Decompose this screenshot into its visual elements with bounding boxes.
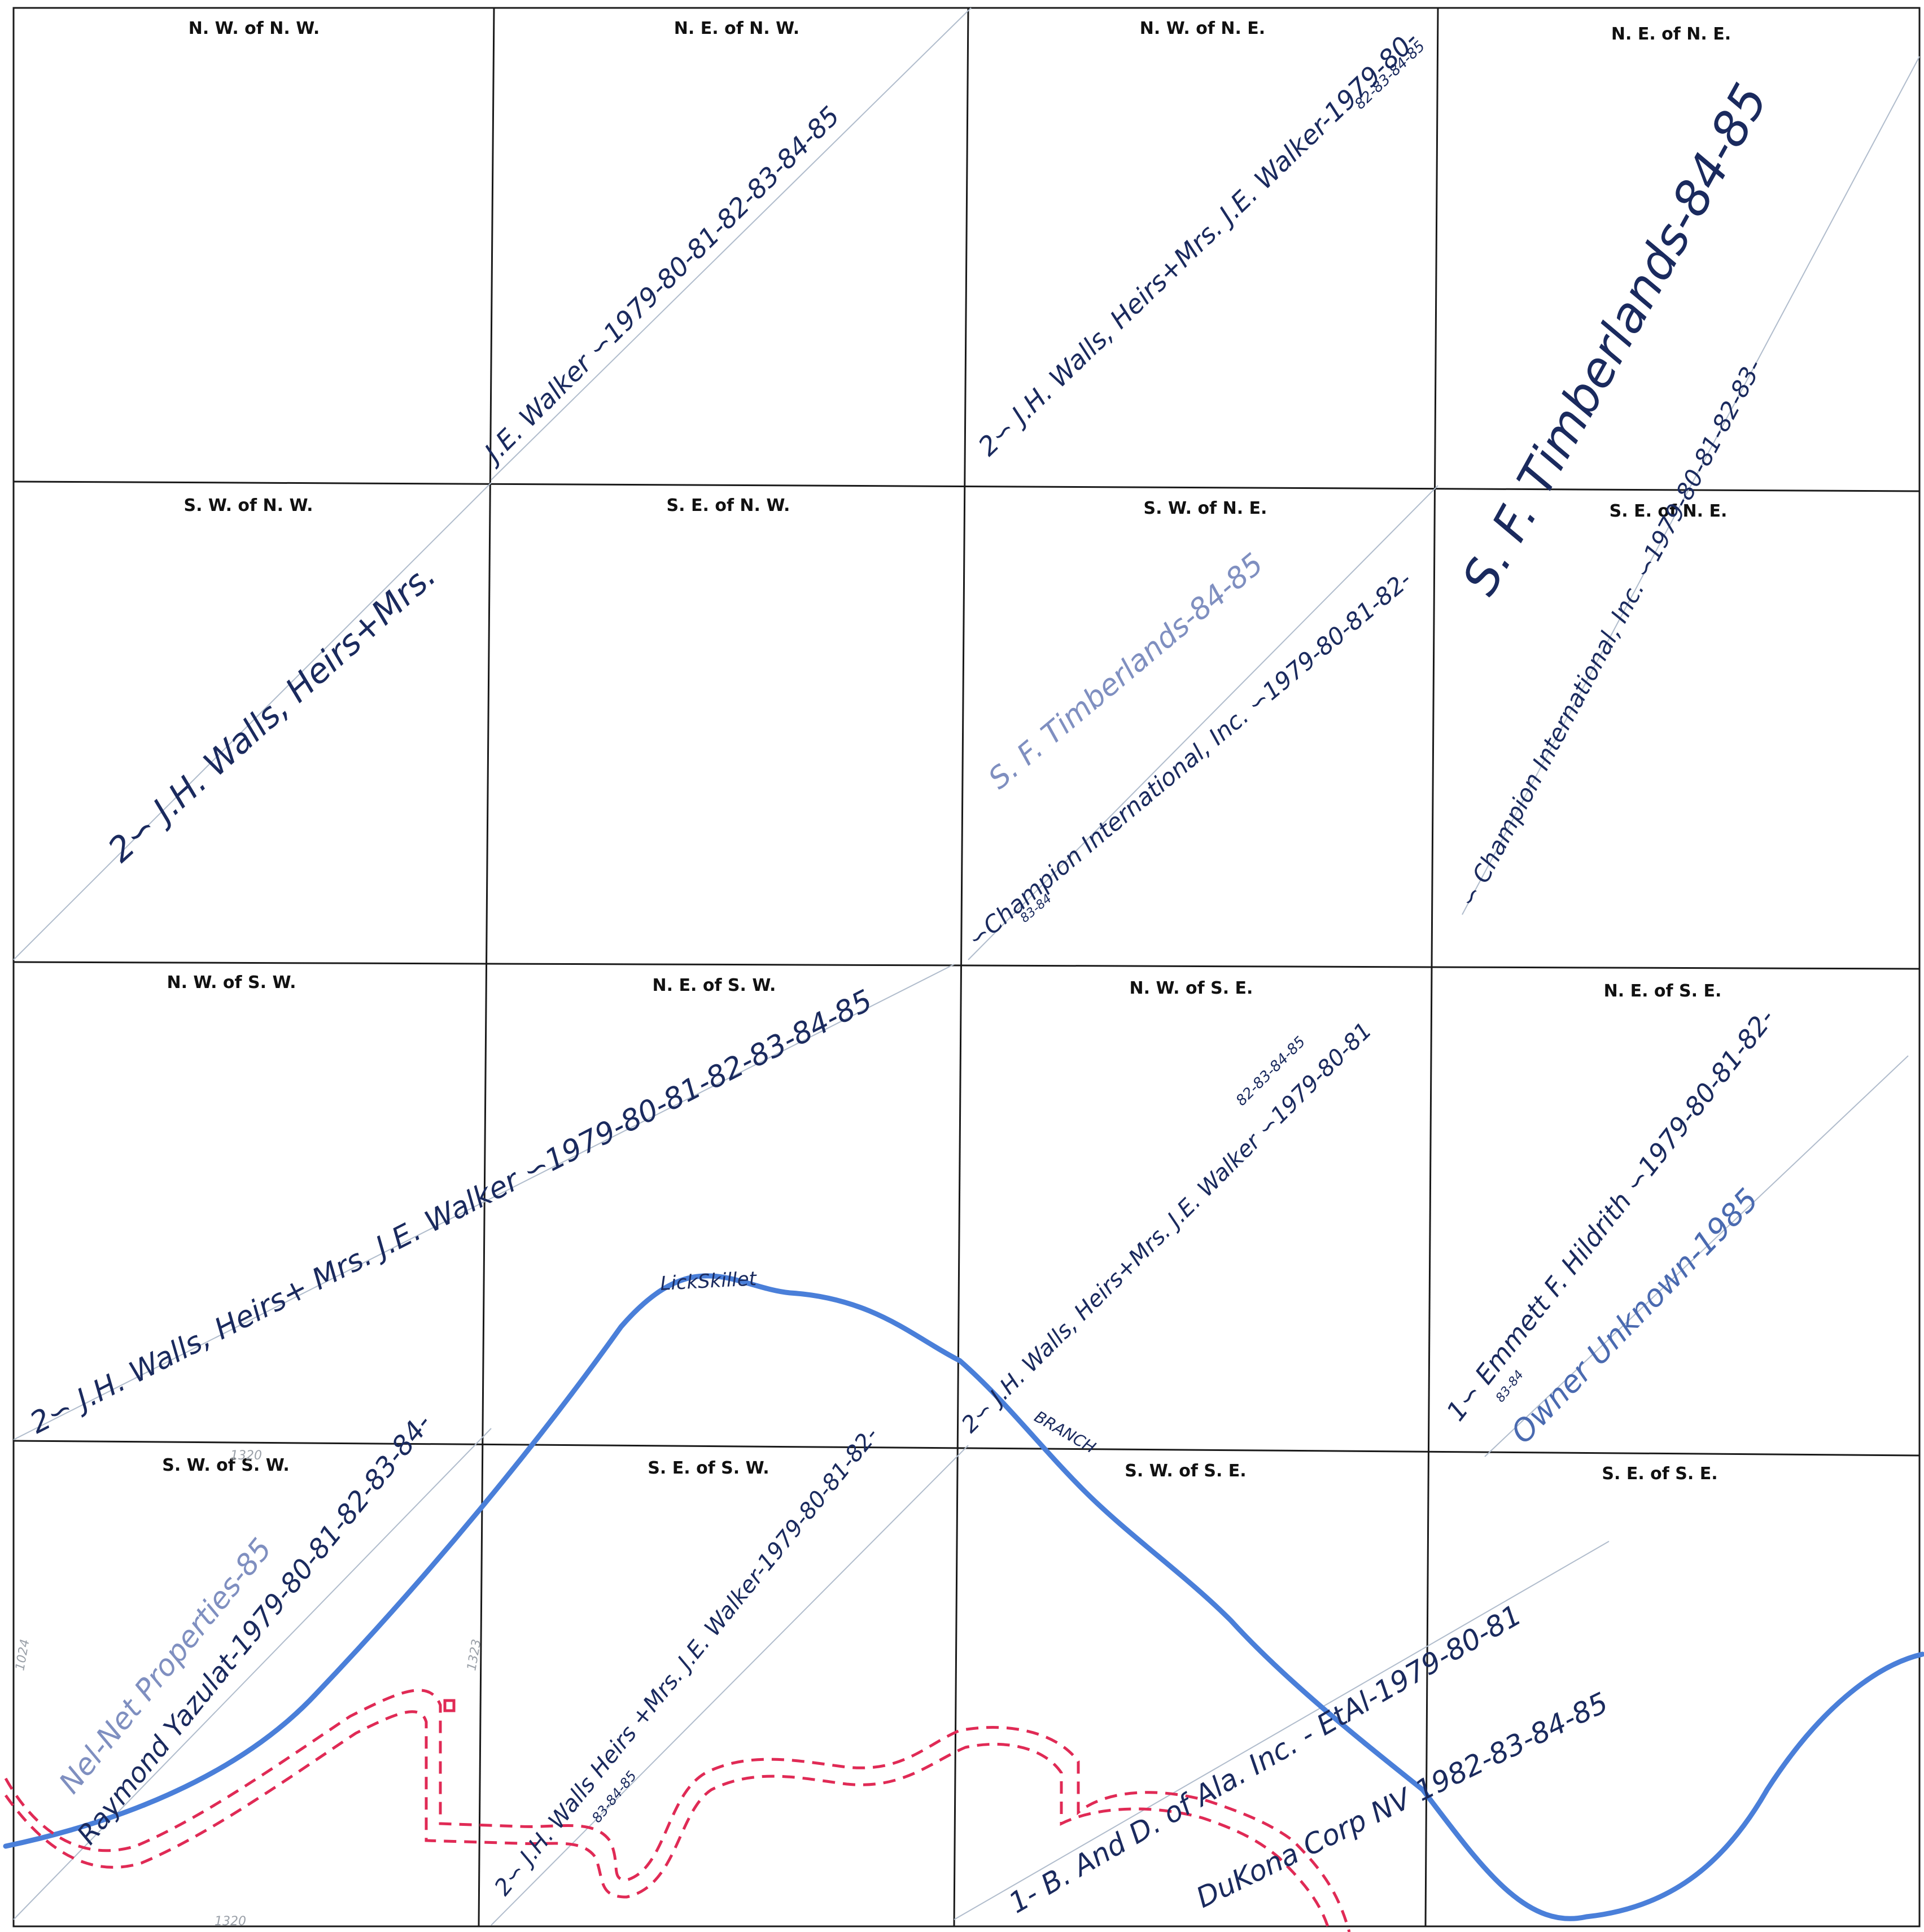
grid-line-h3: [13, 1440, 1920, 1457]
dashed-road: [4, 1689, 1351, 1932]
section-border: [12, 7, 1921, 1927]
label-ne-sw: N. E. of S. W.: [653, 976, 776, 995]
label-sw-sw: S. W. of S. W.: [162, 1455, 290, 1475]
label-se-se: S. E. of S. E.: [1602, 1464, 1717, 1484]
label-nw-ne: N. W. of N. E.: [1140, 19, 1265, 38]
label-se-ne: S. E. of N. E.: [1610, 501, 1728, 521]
label-nw-nw: N. W. of N. W.: [189, 19, 320, 38]
annotation-dukona: DuKona Corp NV 1982-83-84-85: [1191, 1686, 1613, 1914]
label-ne-nw: N. E. of N. W.: [674, 19, 799, 38]
label-sw-se: S. W. of S. E.: [1125, 1461, 1246, 1481]
label-sw-nw: S. W. of N. W.: [183, 496, 313, 515]
grid-line-h2: [13, 961, 1920, 970]
label-ne-ne: N. E. of N. E.: [1611, 24, 1731, 44]
lickskillet-branch-creek: [3, 1273, 1924, 1921]
pencil-1320-bottom: 1320: [215, 1914, 246, 1929]
label-ne-se: N. E. of S. E.: [1604, 981, 1722, 1001]
owner-annotations: J.E. Walker ∽1979-80-81-82-83-84-85 2∽ J…: [25, 24, 1781, 1920]
label-sw-ne: S. W. of N. E.: [1144, 499, 1267, 518]
annotation-timberlands-large: S. F. Timberlands-84-85: [1451, 75, 1779, 604]
section-grid: [12, 7, 1921, 1927]
label-lickskillet: LickSkillet: [659, 1267, 758, 1295]
annotation-walls-south-a: 2∽ J.H. Walls, Heirs+ Mrs. J.E. Walker ∽…: [25, 984, 878, 1441]
label-se-sw: S. E. of S. W.: [648, 1458, 769, 1478]
annotation-walls-north-a: 2∽ J.H. Walls, Heirs+Mrs. J.E. Walker-19…: [972, 24, 1424, 461]
pencil-numbers: 1320 1320 1323 1024: [13, 1449, 484, 1929]
annotation-walls-west: 2∽ J.H. Walls, Heirs+Mrs.: [100, 556, 444, 870]
annotation-walls-south-b: 2∽ J.H. Walls, Heirs+Mrs. J.E. Walker ∽1…: [957, 1017, 1378, 1438]
pencil-1320-top: 1320: [230, 1449, 262, 1463]
annotation-timberlands-small: S. F. Timberlands-84-85: [982, 547, 1270, 796]
grid-line-v2: [953, 7, 969, 1927]
annotation-champion-ne: ∽ Champion International, Inc. ∽1979-80-…: [1454, 355, 1768, 911]
pencil-1024: 1024: [13, 1638, 32, 1672]
label-nw-sw: N. W. of S. W.: [167, 973, 296, 993]
quarter-labels: N. W. of N. W. N. E. of N. W. N. W. of N…: [162, 19, 1731, 1484]
annotation-walker-north: J.E. Walker ∽1979-80-81-82-83-84-85: [475, 100, 846, 471]
grid-line-h1: [13, 480, 1920, 492]
label-nw-se: N. W. of S. E.: [1130, 978, 1253, 998]
label-se-nw: S. E. of N. W.: [667, 496, 790, 515]
annotation-walls-se-sw: 2∽ J.H. Walls Heirs +Mrs. J.E. Walker-19…: [489, 1422, 884, 1900]
grid-line-v1: [478, 7, 495, 1927]
